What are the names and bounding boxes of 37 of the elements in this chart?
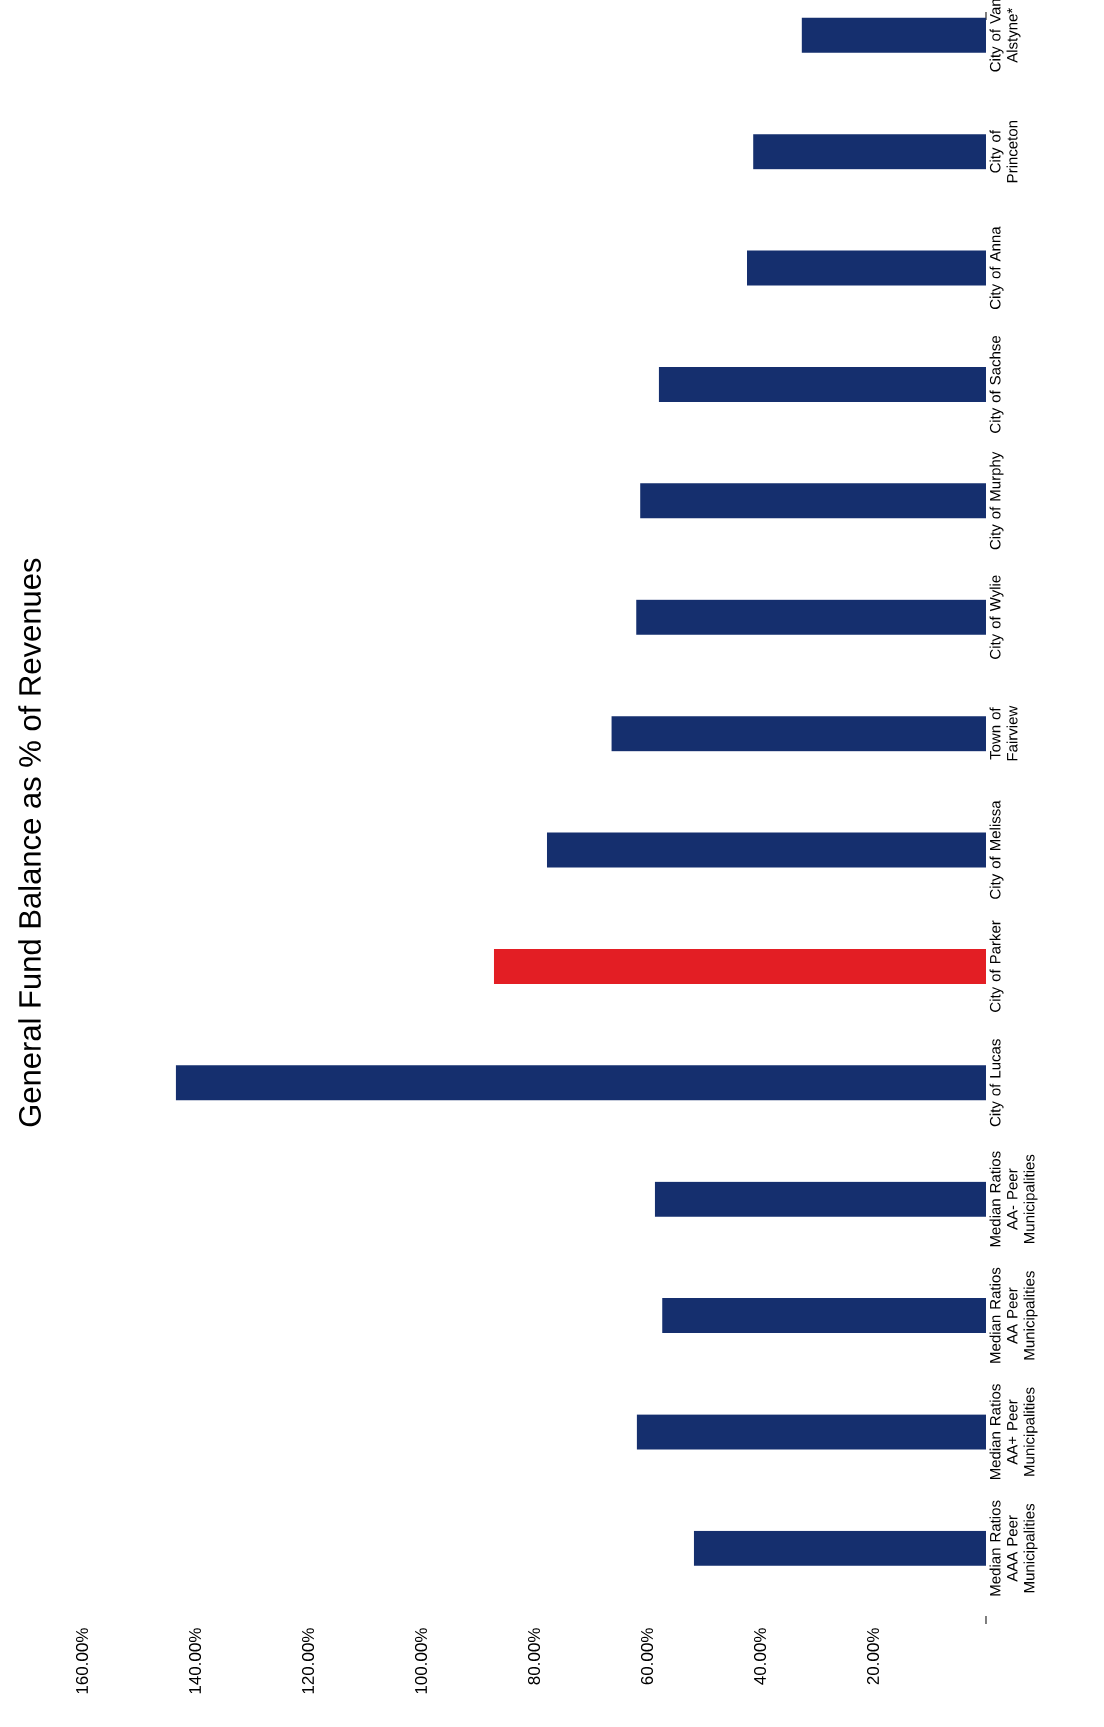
bar xyxy=(747,250,986,286)
y-tick-label: City of Van Alstyne* xyxy=(989,0,1021,72)
bar xyxy=(662,1298,986,1334)
x-tick-label: 40.00% xyxy=(753,1628,767,1685)
y-tick-label: City of Sachse xyxy=(989,335,1004,433)
x-tick-label: 140.00% xyxy=(188,1628,202,1694)
y-tick-label: Median Ratios AA- Peer Municipalities xyxy=(989,1151,1038,1247)
bar xyxy=(658,366,986,402)
x-tick-label: 120.00% xyxy=(301,1628,315,1694)
bar xyxy=(636,1414,986,1450)
x-tick-label: 80.00% xyxy=(527,1628,541,1685)
bar xyxy=(493,948,986,984)
y-tick-label: City of Lucas xyxy=(989,1039,1004,1127)
bar xyxy=(175,1065,986,1101)
bar xyxy=(693,1530,986,1566)
y-tick-label: Median Ratios AA+ Peer Municipalities xyxy=(989,1384,1038,1480)
y-tick-label: City of Princeton xyxy=(989,120,1018,183)
y-tick-label: City of Melissa xyxy=(989,800,1004,899)
bar xyxy=(611,716,986,752)
bar xyxy=(640,483,986,519)
y-tick-label: Town of Fairview xyxy=(989,705,1018,761)
bar xyxy=(753,134,986,170)
bar xyxy=(801,17,986,53)
y-tick-label: City of Anna xyxy=(989,226,1004,309)
x-tick-label: 100.00% xyxy=(414,1628,428,1694)
y-tick-label: City of Wylie xyxy=(989,575,1004,659)
y-tick-label: City of Parker xyxy=(989,920,1004,1012)
x-tick-label: 20.00% xyxy=(866,1628,880,1685)
x-tick-label: 160.00% xyxy=(75,1628,89,1694)
y-tick-label: Median Ratios AA Peer Municipalities xyxy=(989,1267,1038,1363)
bar xyxy=(636,599,986,635)
y-tick-label: City of Murphy xyxy=(989,451,1004,550)
bar xyxy=(546,832,986,868)
bar xyxy=(654,1181,986,1217)
text: General Fund Balance as % of Revenues xyxy=(18,558,41,1127)
x-tick-label: 60.00% xyxy=(640,1628,654,1685)
y-tick-label: Median Ratios AAA Peer Municipalities xyxy=(989,1500,1038,1596)
